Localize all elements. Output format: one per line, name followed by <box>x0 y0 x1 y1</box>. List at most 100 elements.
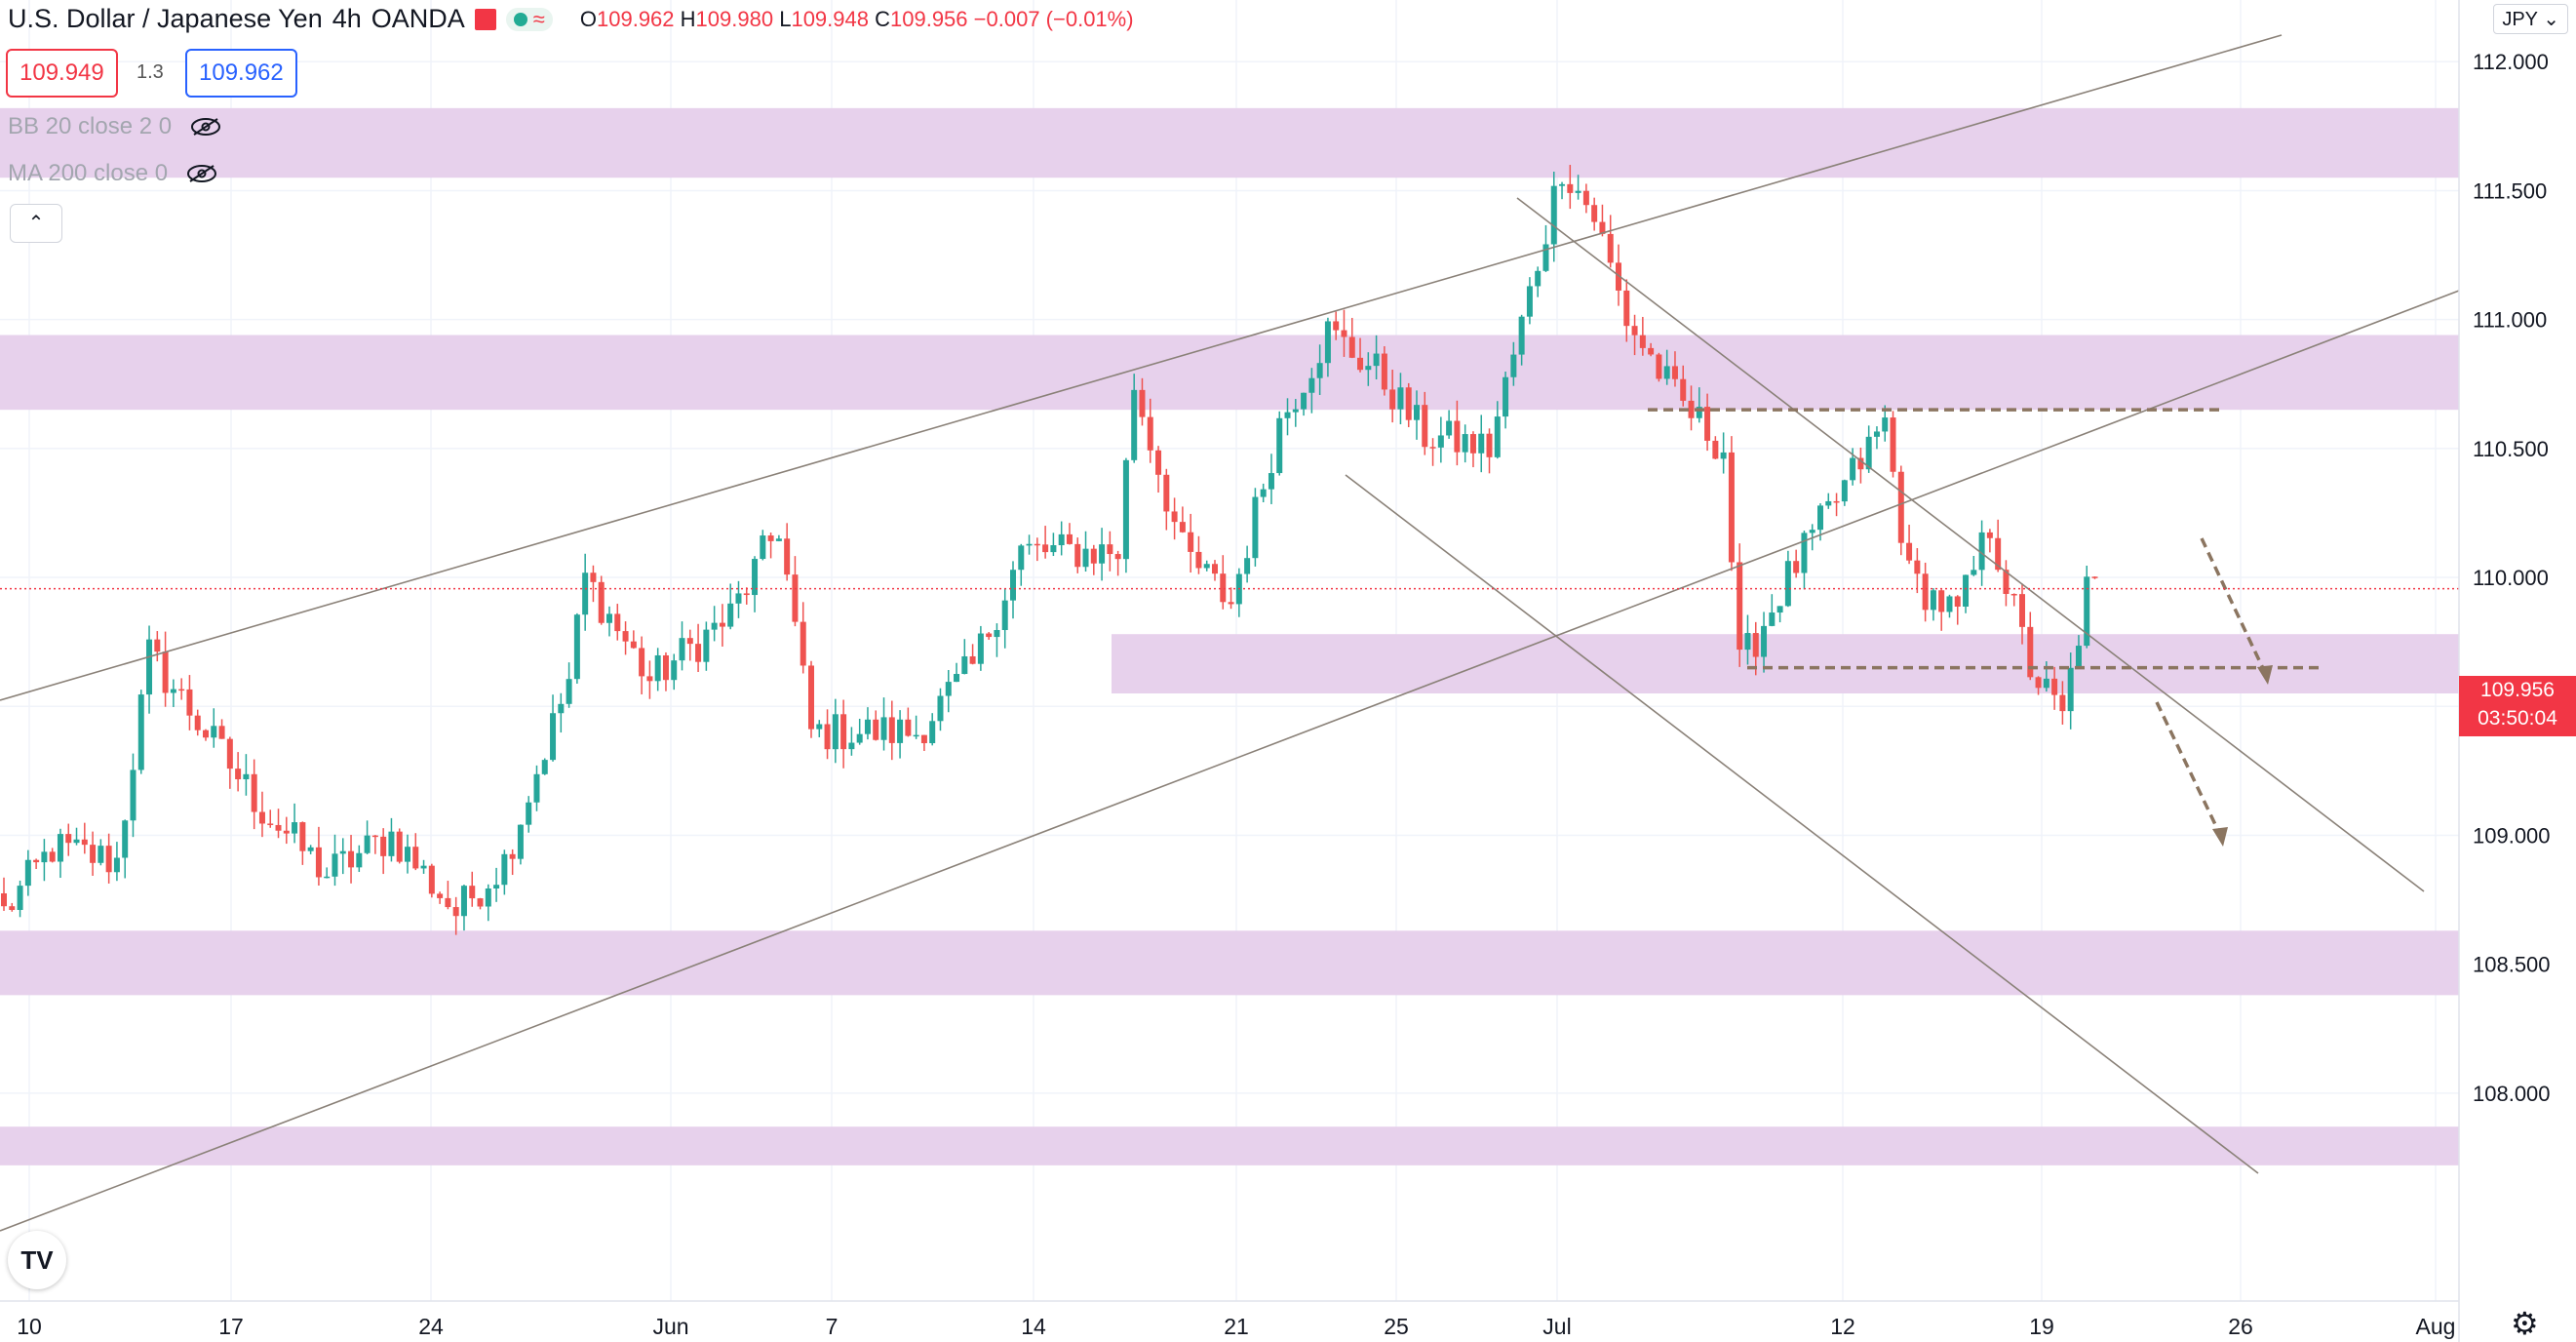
candle-body <box>299 822 306 851</box>
candle-body <box>371 835 378 838</box>
candle-body <box>1454 420 1461 453</box>
candle-body <box>1252 496 1259 559</box>
candle-body <box>1147 416 1153 451</box>
candle-body <box>251 773 257 812</box>
candle-body <box>1446 420 1453 436</box>
candle-body <box>1841 480 1848 502</box>
candle-body <box>1316 363 1323 378</box>
price-zone <box>1112 634 2459 694</box>
candle-body <box>137 694 144 770</box>
candle-body <box>703 629 710 662</box>
candle-body <box>1437 435 1444 448</box>
candle-body <box>686 638 693 645</box>
chart-header: U.S. Dollar / Japanese Yen 4h OANDA ≈ O1… <box>8 4 1134 34</box>
x-tick-label: Jun <box>652 1314 688 1339</box>
candle-body <box>1946 596 1953 612</box>
candle-body <box>420 865 427 869</box>
tradingview-logo-icon[interactable]: TV <box>8 1231 66 1289</box>
candle-body <box>1882 417 1889 432</box>
symbol-title[interactable]: U.S. Dollar / Japanese Yen <box>8 4 323 33</box>
market-status-pill[interactable]: ≈ <box>505 7 553 31</box>
candle-body <box>1220 573 1227 603</box>
candle-body <box>1163 474 1170 512</box>
y-tick-label: 108.000 <box>2473 1082 2551 1106</box>
candle-body <box>1058 533 1065 546</box>
candle-body <box>405 847 410 862</box>
candle-body <box>1752 633 1759 657</box>
candle-body <box>573 614 580 680</box>
candle-body <box>1728 452 1735 563</box>
candle-body <box>1195 551 1202 569</box>
candle-body <box>186 689 193 716</box>
candle-body <box>646 676 653 682</box>
candle-body <box>90 845 97 863</box>
candle-body <box>1656 354 1662 379</box>
candle-body <box>1631 326 1638 336</box>
y-tick-label: 110.500 <box>2473 437 2549 461</box>
candle-body <box>888 717 895 743</box>
candle-body <box>1688 400 1695 418</box>
candle-body <box>1575 190 1581 193</box>
candle-body <box>1737 562 1743 651</box>
currency-button[interactable]: JPY ⌄ <box>2493 4 2568 34</box>
candle-body <box>1139 389 1146 417</box>
candle-body <box>1171 511 1178 523</box>
candle-body <box>1542 244 1549 271</box>
candle-body <box>460 886 467 917</box>
candle-body <box>33 859 40 863</box>
candle-body <box>170 689 176 693</box>
candle-body <box>1389 389 1396 410</box>
candle-body <box>856 733 863 743</box>
candle-body <box>283 830 290 834</box>
candle-body <box>122 820 129 858</box>
candle-body <box>1260 489 1267 497</box>
candle-body <box>977 633 984 664</box>
candle-body <box>1518 316 1525 355</box>
candle-body <box>2084 576 2090 647</box>
candle-body <box>630 641 637 649</box>
candle-body <box>1469 434 1476 454</box>
candle-body <box>1381 353 1387 390</box>
candle-body <box>848 742 855 750</box>
candle-body <box>501 853 508 886</box>
candle-body <box>695 644 702 662</box>
candle-body <box>880 717 887 740</box>
eye-hidden-icon[interactable] <box>189 117 222 137</box>
candle-body <box>2091 576 2098 578</box>
indicator-ma[interactable]: MA 200 close 0 <box>8 160 218 187</box>
candle-body <box>994 630 1000 638</box>
candle-body <box>1284 412 1291 418</box>
sell-price-button[interactable]: 109.949 <box>6 49 118 98</box>
interval-label[interactable]: 4h <box>332 4 362 33</box>
x-tick-label: 19 <box>2029 1314 2054 1339</box>
candle-body <box>1857 457 1864 470</box>
candle-body <box>824 724 831 750</box>
candle-body <box>509 853 516 859</box>
candle-body <box>235 769 242 780</box>
gear-icon[interactable]: ⚙ <box>2511 1306 2539 1341</box>
candle-body <box>558 703 565 714</box>
indicator-bb[interactable]: BB 20 close 2 0 <box>8 113 222 140</box>
candle-body <box>929 721 936 744</box>
collapse-legend-button[interactable]: ⌃ <box>10 204 62 243</box>
candle-body <box>1010 570 1016 601</box>
flag-icon[interactable] <box>474 8 496 30</box>
candle-body <box>113 857 120 873</box>
candle-body <box>130 770 137 821</box>
candle-body <box>1188 532 1194 552</box>
candle-body <box>808 665 814 730</box>
candle-body <box>364 835 371 853</box>
candle-body <box>1090 548 1097 564</box>
candle-body <box>428 865 435 894</box>
candle-body <box>1155 450 1162 475</box>
candle-body <box>1963 574 1970 607</box>
candle-body <box>1873 431 1880 437</box>
candle-body <box>961 655 968 675</box>
candle-body <box>550 713 557 761</box>
candle-body <box>897 719 904 743</box>
candle-body <box>1397 387 1404 410</box>
buy-price-button[interactable]: 109.962 <box>185 49 297 98</box>
eye-hidden-icon[interactable] <box>185 164 218 183</box>
